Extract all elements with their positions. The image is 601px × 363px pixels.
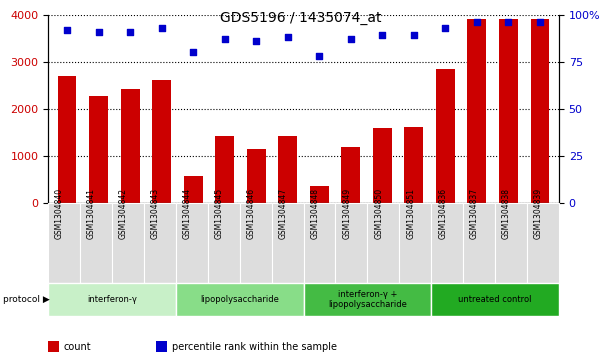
Text: GSM1304851: GSM1304851 [406,188,415,239]
Bar [373,128,392,203]
Bar [184,176,203,203]
Point [504,19,513,25]
Bar [531,19,549,203]
Text: GSM1304840: GSM1304840 [55,188,64,239]
Bar [341,147,360,203]
Text: untreated control: untreated control [459,295,532,304]
Text: percentile rank within the sample: percentile rank within the sample [172,342,337,352]
Text: GSM1304845: GSM1304845 [215,188,224,239]
Text: GSM1304839: GSM1304839 [534,188,543,239]
Text: GSM1304848: GSM1304848 [311,188,320,239]
Bar [468,19,486,203]
Text: lipopolysaccharide: lipopolysaccharide [200,295,279,304]
Text: protocol ▶: protocol ▶ [3,295,50,304]
Point [62,27,72,33]
Bar [247,148,266,203]
Text: GSM1304844: GSM1304844 [183,188,192,239]
Bar [121,89,139,203]
Point [409,32,419,38]
Bar [89,96,108,203]
Point [441,25,450,30]
Point [94,29,103,34]
Point [125,29,135,34]
Text: count: count [64,342,91,352]
Point [314,53,324,59]
Bar [310,186,329,203]
Point [251,38,261,44]
Point [535,19,545,25]
Bar [58,76,76,203]
Point [346,36,356,42]
Text: GSM1304838: GSM1304838 [502,188,511,239]
Bar [436,69,455,203]
Point [283,34,293,40]
Bar [499,19,518,203]
Point [377,32,387,38]
Text: GSM1304850: GSM1304850 [374,188,383,239]
Bar [278,136,297,203]
Point [220,36,230,42]
Point [472,19,482,25]
Point [188,49,198,55]
Bar [152,79,171,203]
Text: interferon-γ: interferon-γ [87,295,137,304]
Text: GSM1304846: GSM1304846 [246,188,255,239]
Bar [404,127,423,203]
Text: GSM1304849: GSM1304849 [343,188,352,239]
Text: GSM1304843: GSM1304843 [151,188,160,239]
Point [157,25,166,30]
Text: GSM1304841: GSM1304841 [87,188,96,239]
Text: GDS5196 / 1435074_at: GDS5196 / 1435074_at [220,11,381,25]
Text: GSM1304842: GSM1304842 [119,188,128,239]
Text: GSM1304837: GSM1304837 [470,188,479,239]
Text: GSM1304836: GSM1304836 [438,188,447,239]
Bar [215,136,234,203]
Text: interferon-γ +
lipopolysaccharide: interferon-γ + lipopolysaccharide [328,290,407,309]
Text: GSM1304847: GSM1304847 [278,188,287,239]
